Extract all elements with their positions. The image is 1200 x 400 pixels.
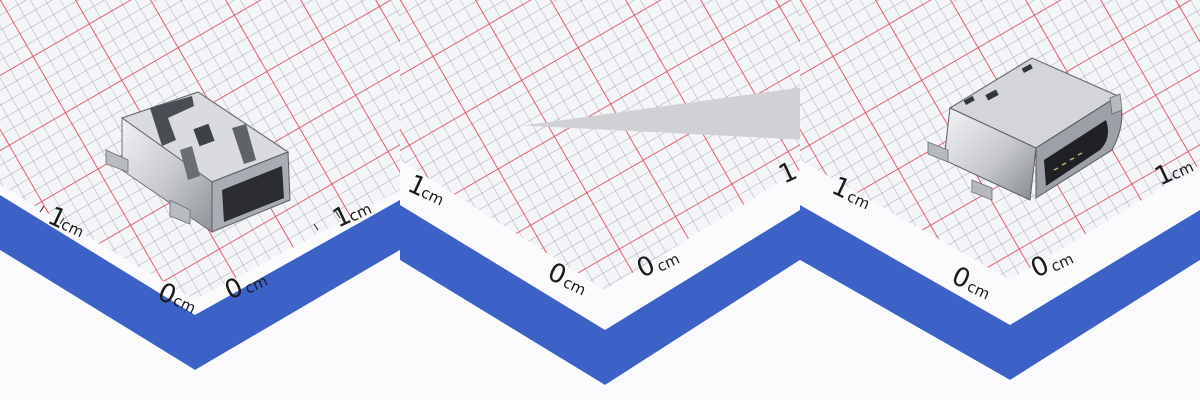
- lower-paper: [0, 250, 400, 400]
- usb-c-connector-body: [927, 57, 1123, 201]
- panel-mini-usb-connector: 1 cm 1 cm 0 cm 0 cm: [0, 0, 400, 400]
- mini-usb-connector-body: [105, 91, 291, 233]
- micro-usb-connector-body: [523, 87, 800, 140]
- micro-usb-photo: 1 cm 1 0 0 cm 0 cm: [400, 0, 800, 400]
- panel-usb-c-connector: 1 cm 1 cm 0 cm 0 cm: [800, 0, 1200, 400]
- usb-c-photo: 1 cm 1 cm 0 cm 0 cm: [800, 0, 1200, 400]
- mini-usb-photo: 1 cm 1 cm 0 cm 0 cm: [0, 0, 400, 400]
- blue-band: [800, 205, 1200, 380]
- lower-paper: [400, 260, 800, 400]
- blue-band: [400, 205, 800, 385]
- blue-band: [0, 195, 400, 370]
- lower-paper: [800, 260, 1200, 400]
- panel-micro-usb-connector: 1 cm 1 0 0 cm 0 cm: [400, 0, 800, 400]
- ruler-ticks: [39, 205, 341, 231]
